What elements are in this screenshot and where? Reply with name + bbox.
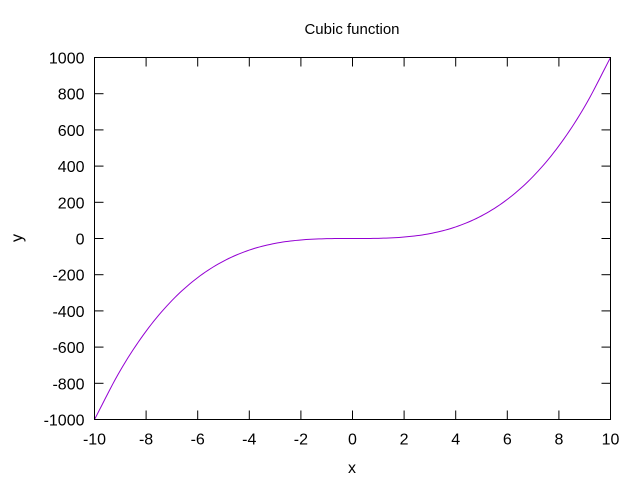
x-tick-label: 4 (451, 432, 460, 449)
y-tick-label: -600 (52, 340, 84, 357)
y-tick-label: 800 (58, 87, 85, 104)
tick-layer: -10 -8 -6 -4 -2 0 2 4 6 8 10 -1000 -800 -600 -400 -200 0… (44, 51, 620, 449)
y-tick-label: 200 (58, 195, 85, 212)
x-tick-label: -4 (242, 432, 256, 449)
chart-title: Cubic function (304, 21, 399, 38)
x-axis-label: x (348, 460, 356, 477)
y-tick-label: -400 (52, 304, 84, 321)
y-axis-label: y (9, 234, 26, 242)
x-tick-label: 6 (503, 432, 512, 449)
plot-frame (94, 57, 611, 420)
y-tick-label: 0 (76, 232, 85, 249)
x-tick-label: 2 (400, 432, 409, 449)
y-tick-label: 1000 (49, 51, 85, 68)
x-tick-label: 8 (554, 432, 563, 449)
x-tick-label: 10 (602, 432, 620, 449)
y-tick-label: -1000 (44, 413, 85, 430)
y-tick-label: 400 (58, 159, 85, 176)
cubic-series-line (94, 57, 611, 420)
x-tick-label: -8 (139, 432, 153, 449)
y-tick-label: 600 (58, 123, 85, 140)
series-layer (94, 57, 611, 420)
x-tick-label: 0 (348, 432, 357, 449)
x-tick-label: -6 (191, 432, 205, 449)
y-tick-label: -800 (52, 376, 84, 393)
x-tick-label: -10 (83, 432, 106, 449)
y-tick-label: -200 (52, 268, 84, 285)
x-tick-label: -2 (294, 432, 308, 449)
